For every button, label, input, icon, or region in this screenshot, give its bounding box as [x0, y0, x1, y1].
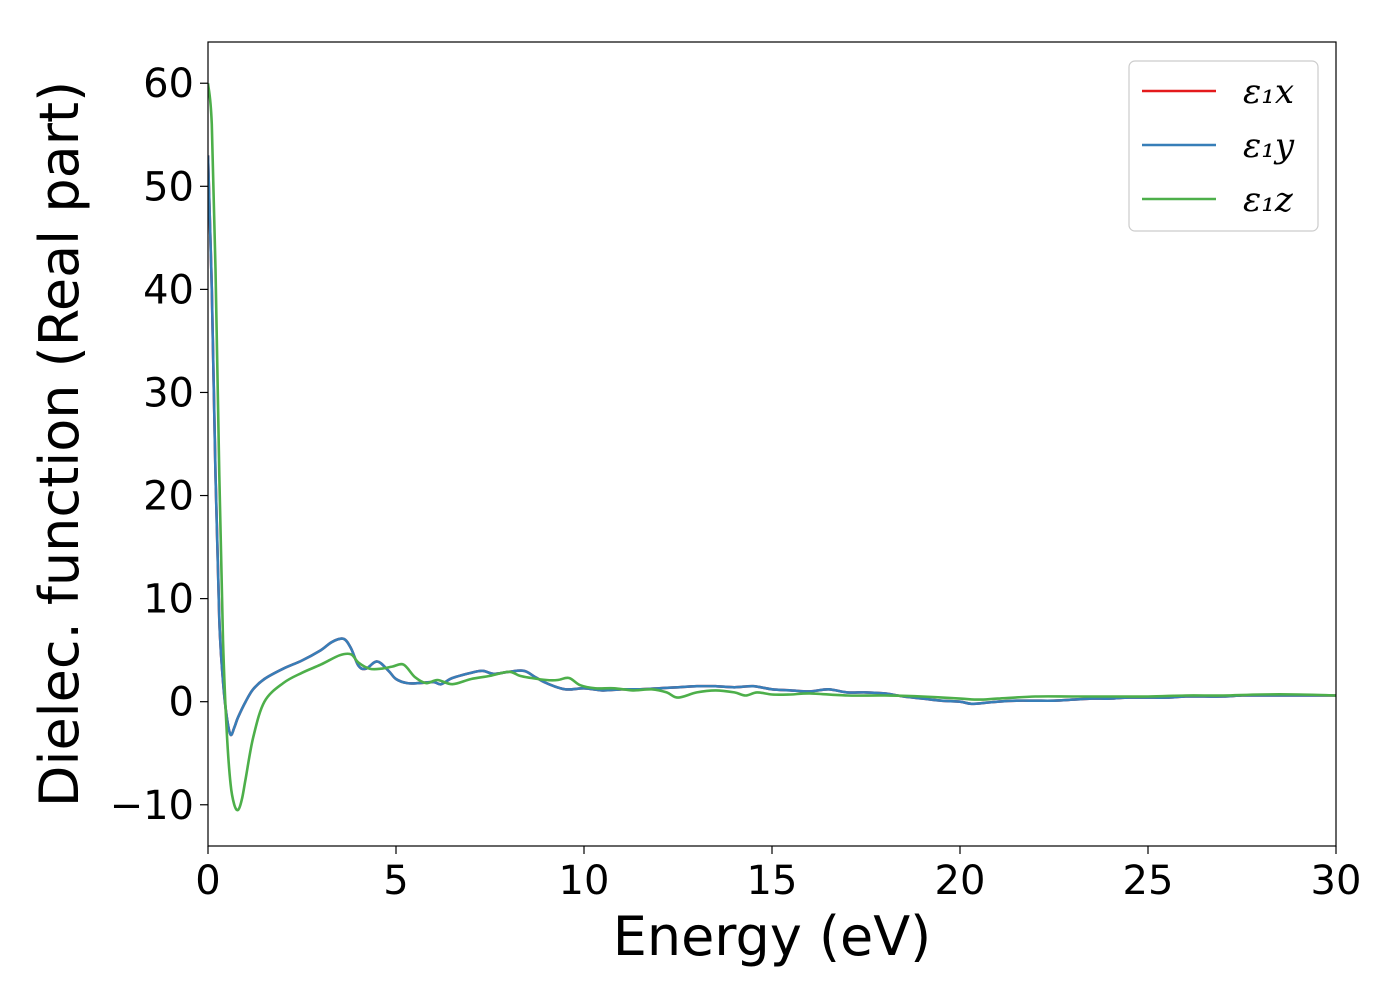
y-tick-label: −10 — [110, 783, 194, 829]
y-axis-label: Dielec. function (Real part) — [28, 81, 91, 807]
x-axis-label: Energy (eV) — [613, 905, 932, 968]
series-line-2 — [208, 155, 1336, 737]
series-layer — [208, 83, 1336, 812]
series-line-1 — [208, 155, 1336, 737]
x-tick-label: 0 — [195, 858, 220, 904]
x-tick-label: 25 — [1123, 858, 1174, 904]
y-tick-label: 10 — [143, 577, 194, 623]
x-tick-label: 20 — [935, 858, 986, 904]
series-line-3 — [208, 83, 1336, 812]
y-tick-label: 20 — [143, 474, 194, 520]
x-tick-label: 15 — [747, 858, 798, 904]
legend: ε₁x ε₁y ε₁z — [1128, 60, 1319, 232]
legend-label: ε₁z — [1243, 180, 1294, 220]
y-tick-label: 60 — [143, 61, 194, 107]
y-tick-label: 30 — [143, 370, 194, 416]
legend-box — [1128, 60, 1319, 232]
x-tick-label: 5 — [383, 858, 408, 904]
legend-label: ε₁x — [1243, 72, 1294, 112]
y-tick-label: 50 — [143, 164, 194, 210]
x-tick-label: 30 — [1311, 858, 1362, 904]
x-tick-label: 10 — [559, 858, 610, 904]
y-tick-label: 0 — [169, 680, 194, 726]
y-tick-label: 40 — [143, 267, 194, 313]
legend-label: ε₁y — [1243, 126, 1295, 166]
